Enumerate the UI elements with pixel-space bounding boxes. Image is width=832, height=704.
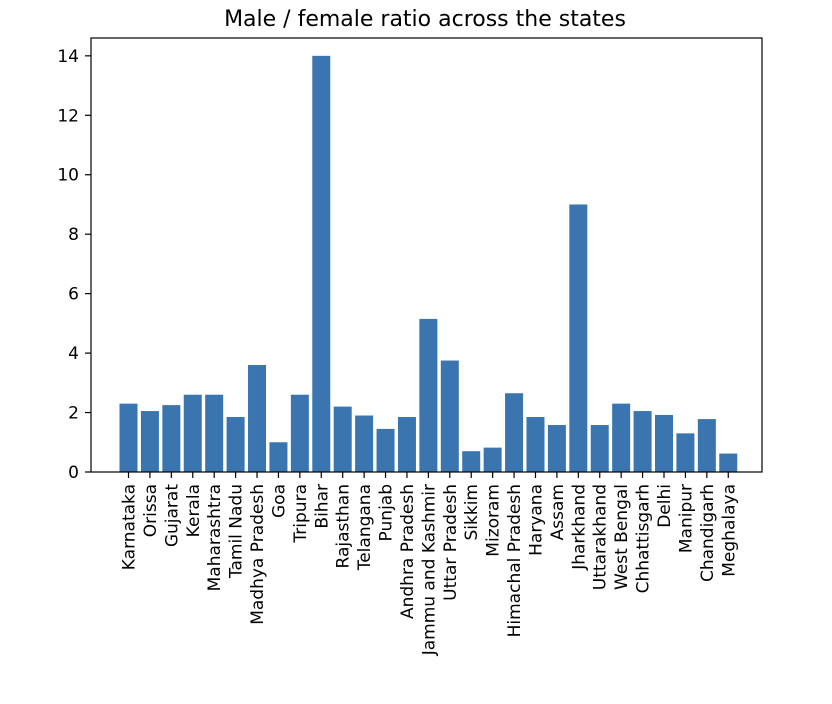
y-tick-label: 14 (57, 47, 79, 67)
x-tick-label: Tripura (291, 484, 311, 544)
bar (162, 405, 181, 472)
y-tick-label: 2 (68, 404, 79, 424)
y-tick-label: 12 (57, 106, 79, 126)
x-tick-label: Gujarat (162, 484, 182, 547)
x-tick-label: Rajasthan (334, 484, 354, 569)
y-tick-label: 10 (57, 166, 79, 186)
bar (655, 414, 673, 472)
y-tick-label: 4 (68, 344, 79, 364)
bar (290, 394, 309, 472)
bar (462, 451, 481, 472)
x-axis: Karnataka Orissa Gujarat Kerala Maharashtra T… (120, 472, 739, 656)
x-tick-label: Uttar Pradesh (441, 484, 461, 601)
plot-frame (90, 37, 763, 473)
x-tick-label: West Bengal (612, 484, 632, 590)
x-tick-label: Meghalaya (719, 484, 739, 577)
bar (697, 419, 716, 472)
y-axis: 0 2 4 6 8 10 12 14 (57, 47, 91, 483)
x-tick-label: Madhya Pradesh (248, 484, 268, 625)
bars-group (119, 55, 738, 473)
x-tick-label: Jammu and Kashmir (419, 484, 439, 656)
y-tick-label: 6 (68, 285, 79, 305)
x-tick-label: Goa (269, 484, 289, 518)
x-tick-label: Karnataka (120, 484, 140, 570)
x-tick-label: Manipur (676, 484, 696, 553)
bar (633, 411, 652, 472)
bar (355, 415, 374, 472)
bar (547, 425, 566, 472)
x-tick-label: Chhattisgarh (634, 484, 654, 593)
bar (505, 393, 524, 472)
x-tick-label: Mizoram (484, 484, 504, 557)
x-tick-label: Tamil Nadu (227, 484, 247, 579)
bar (676, 433, 695, 472)
x-tick-label: Assam (548, 484, 568, 540)
bar (312, 55, 331, 473)
y-tick-label: 0 (68, 463, 79, 483)
x-tick-label: Chandigarh (698, 484, 718, 582)
bar (119, 403, 138, 472)
bar (569, 204, 588, 472)
bar (483, 447, 502, 472)
x-tick-label: Himachal Pradesh (505, 484, 525, 637)
bar (526, 417, 545, 472)
chart-title: Male / female ratio across the states (224, 7, 626, 32)
bar (397, 417, 416, 472)
bar (419, 318, 438, 472)
x-tick-label: Haryana (526, 484, 546, 556)
x-tick-label: Bihar (312, 484, 332, 529)
bar (226, 417, 245, 472)
x-tick-label: Telangana (355, 484, 375, 571)
bar (440, 360, 459, 472)
bar (719, 453, 738, 472)
bar (376, 428, 395, 472)
x-tick-label: Maharashtra (205, 484, 225, 591)
bar (205, 394, 224, 472)
x-tick-label: Kerala (184, 484, 204, 537)
bar (333, 406, 352, 472)
x-tick-label: Jharkhand (569, 484, 589, 571)
x-tick-label: Punjab (377, 484, 397, 541)
bar (183, 394, 202, 472)
x-tick-label: Delhi (655, 484, 675, 528)
bar (612, 403, 631, 472)
y-tick-label: 8 (68, 225, 79, 245)
x-tick-label: Uttarakhand (591, 484, 611, 590)
x-tick-label: Orissa (141, 484, 161, 537)
bar (269, 442, 288, 472)
x-tick-label: Sikkim (462, 484, 482, 541)
bar (590, 425, 609, 472)
bar (248, 364, 267, 472)
x-tick-label: Andhra Pradesh (398, 484, 418, 619)
bar (140, 411, 159, 472)
